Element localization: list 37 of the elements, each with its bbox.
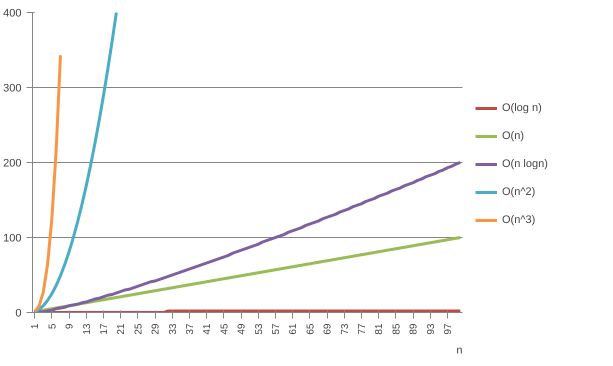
y-tick-label: 100 [3,232,22,244]
legend-label: O(n^2) [502,186,536,198]
x-tick-label: 69 [322,323,334,335]
x-tick-label: 1 [30,323,42,330]
x-tick-label: 45 [219,323,230,335]
x-tick-label: 81 [374,323,386,335]
x-tick-label: 49 [236,323,248,335]
x-tick-label: 37 [184,323,196,335]
legend-label: O(n) [502,130,524,142]
x-tick-label: 65 [305,323,316,335]
x-tick-label: 73 [340,323,351,335]
x-tick-label: 93 [426,323,437,335]
y-tick-label: 300 [3,82,22,94]
x-tick-label: 97 [442,323,454,335]
legend-label: O(n^3) [502,214,536,226]
legend-label: O(n logn) [502,158,548,170]
line-series [33,54,62,312]
x-tick-label: 13 [82,323,93,335]
x-tick-label: 21 [116,323,128,335]
x-tick-label: 33 [168,323,179,335]
x-tick-label: 77 [356,323,368,335]
x-tick-label: 85 [391,323,402,335]
x-tick-label: 17 [98,323,110,335]
x-tick-label: 29 [150,323,162,335]
legend-label: O(log n) [502,102,542,114]
x-tick-label: 41 [202,323,214,335]
y-tick-label: 0 [15,308,22,320]
x-tick-label: 61 [288,323,300,335]
x-tick-label: 89 [408,323,420,335]
x-tick-label: 53 [254,323,265,335]
x-axis-title: n [456,344,463,356]
x-tick-label: 5 [47,323,58,330]
y-tick-label: 200 [3,158,22,170]
y-tick-label: 400 [3,8,22,20]
x-tick-label: 25 [133,323,144,335]
x-tick-label: 57 [270,323,282,335]
x-tick-label: 9 [64,323,76,330]
